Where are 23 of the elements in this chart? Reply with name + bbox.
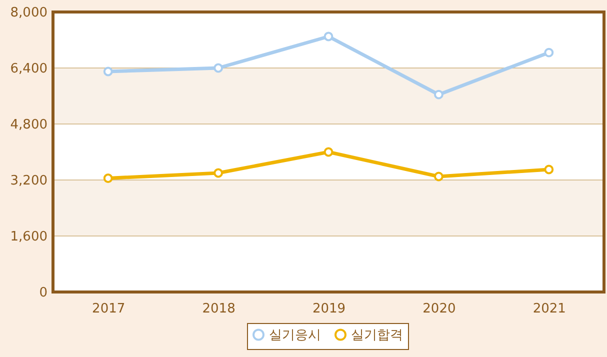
y-tick-label: 8,000 [10,6,48,20]
point [544,164,554,174]
legend-label: 실기응시 [269,328,321,343]
y-tick-label: 4,800 [10,118,48,132]
point [324,32,334,42]
point [324,147,334,157]
legend-label: 실기합격 [351,328,403,343]
point [214,63,224,73]
y-tick-label: 1,600 [10,230,48,244]
x-tick-label: 2018 [202,302,236,316]
point [434,172,444,182]
y-tick-label: 0 [39,286,48,300]
x-tick-label: 2020 [422,302,456,316]
x-tick-label: 2021 [532,302,566,316]
point [434,90,444,100]
point [103,174,113,183]
point [103,66,113,76]
point [544,48,554,58]
x-tick-label: 2019 [312,302,346,316]
x-tick-label: 2017 [92,302,126,316]
point [214,168,224,178]
y-tick-label: 6,400 [10,62,48,76]
y-tick-label: 3,200 [10,174,48,188]
